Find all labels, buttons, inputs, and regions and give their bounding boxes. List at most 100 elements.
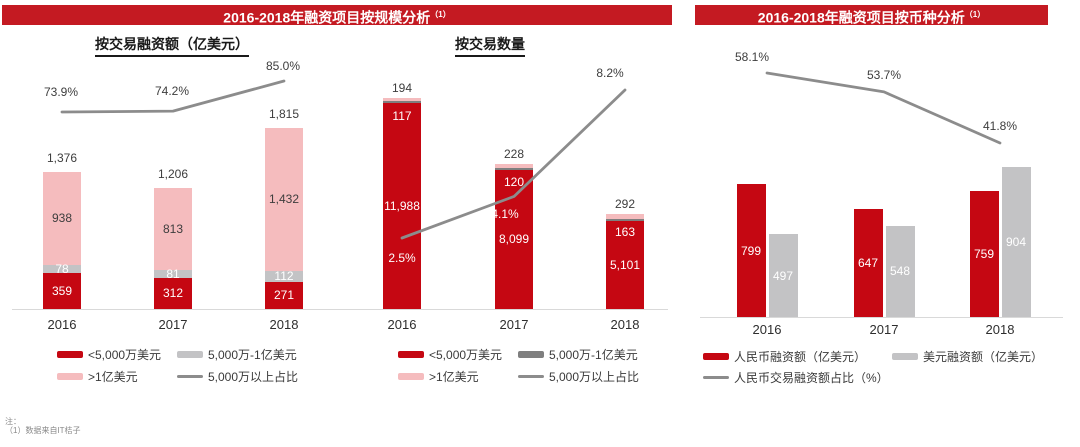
chart-subtitle-by-count: 按交易数量: [455, 34, 525, 57]
bar-segment-2: [383, 97, 421, 102]
data-label: 81: [166, 266, 180, 281]
data-label: 938: [51, 211, 73, 226]
line-percent-label: 8.2%: [596, 66, 624, 81]
legend-item: >1亿美元: [57, 368, 138, 385]
legend-label: 人民币融资额（亿美元）: [734, 350, 867, 364]
data-label: 78: [55, 262, 69, 277]
data-label: 312: [162, 286, 184, 301]
right-panel-title: 2016-2018年融资项目按币种分析: [757, 9, 965, 26]
category-label: 2018: [610, 317, 640, 332]
legend-swatch-gray-line-icon: [177, 375, 203, 378]
legend-swatch-pink-bar-icon: [398, 373, 424, 380]
trend-line: [765, 71, 1002, 145]
category-label: 2018: [269, 317, 299, 332]
legend-item: <5,000万美元: [398, 346, 502, 363]
legend-swatch-gray-line-icon: [703, 376, 729, 379]
data-label: 548: [889, 264, 911, 279]
data-label: 163: [614, 224, 636, 239]
bar-series-1: [768, 234, 798, 317]
chart-subtitle-by-amount: 按交易融资额（亿美元）: [95, 34, 249, 57]
category-label: 2018: [985, 322, 1015, 337]
legend-item: 5,000万-1亿美元: [177, 346, 297, 363]
data-label: 799: [740, 243, 762, 258]
line-percent-label: 74.2%: [154, 84, 190, 99]
legend-item: 5,000万以上占比: [177, 368, 298, 385]
bar-segment-2: [265, 127, 303, 271]
bar-segment-2: [154, 188, 192, 270]
left-panel-title-superscript: （1）: [430, 10, 451, 19]
legend-label: <5,000万美元: [88, 348, 162, 362]
data-label: 904: [1005, 234, 1027, 249]
data-label: 292: [614, 196, 636, 211]
category-label: 2016: [387, 317, 417, 332]
data-label: 117: [392, 108, 412, 123]
bar-series-1: [1001, 166, 1031, 317]
legend-label: 5,000万-1亿美元: [549, 348, 638, 362]
bar-segment-1: [606, 218, 644, 222]
data-label: 759: [973, 246, 995, 261]
legend-swatch-pink-bar-icon: [57, 373, 83, 380]
data-label: 11,988: [384, 199, 420, 214]
legend-swatch-red-bar-icon: [57, 351, 83, 358]
bar-segment-0: [265, 281, 303, 309]
legend-item: 人民币融资额（亿美元）: [703, 348, 866, 365]
bar-segment-1: [265, 270, 303, 282]
left-panel-header: 2016-2018年融资项目按规模分析（1）: [2, 5, 672, 26]
category-label: 2017: [158, 317, 188, 332]
footnote-label: 注：: [5, 417, 21, 426]
bar-segment-2: [43, 171, 81, 266]
data-label: 813: [162, 222, 184, 237]
category-label: 2016: [752, 322, 782, 337]
bar-series-0: [969, 190, 999, 317]
legend-label: 人民币交易融资额占比（%）: [734, 371, 889, 385]
legend-label: 5,000万以上占比: [549, 370, 640, 384]
total-label: 1,815: [268, 106, 300, 121]
line-percent-label: 4.1%: [491, 207, 519, 222]
line-percent-label: 73.9%: [43, 85, 79, 99]
bar-series-0: [853, 209, 883, 317]
legend-item: >1亿美元: [398, 368, 479, 385]
total-label: 1,206: [157, 167, 189, 182]
category-label: 2017: [499, 317, 529, 332]
legend-label: 5,000万-1亿美元: [208, 348, 297, 362]
legend-label: 美元融资额（亿美元）: [923, 350, 1044, 364]
legend-label: >1亿美元: [429, 370, 479, 384]
legend-swatch-red-bar-icon: [398, 351, 424, 358]
bar-segment-0: [154, 277, 192, 309]
category-label: 2016: [47, 317, 77, 332]
data-label: 497: [772, 268, 794, 283]
legend-item: 5,000万-1亿美元: [518, 346, 638, 363]
right-panel-title-superscript: （1）: [964, 10, 986, 19]
data-label: 8,099: [498, 232, 530, 247]
data-label: 228: [503, 146, 525, 161]
bar-segment-1: [383, 101, 421, 104]
line-percent-label: 2.5%: [388, 251, 416, 265]
bar-segment-1: [154, 269, 192, 278]
legend-swatch-lightgray-bar-icon: [892, 353, 918, 360]
category-label: 2017: [869, 322, 899, 337]
footnote: 注： （1）数据来自IT桔子: [5, 417, 81, 435]
bar-segment-2: [495, 163, 533, 168]
bar-series-0: [736, 184, 766, 317]
legend-swatch-gray-line-icon: [518, 375, 544, 378]
bar-segment-1: [495, 167, 533, 170]
legend-item: 5,000万以上占比: [518, 368, 639, 385]
line-percent-label: 53.7%: [866, 67, 902, 82]
bar-segment-1: [43, 265, 81, 274]
legend-label: >1亿美元: [88, 370, 138, 384]
data-label: 194: [391, 80, 413, 95]
legend-label: <5,000万美元: [429, 348, 503, 362]
data-label: 5,101: [609, 258, 641, 273]
data-label: 271: [273, 288, 295, 303]
legend-item: <5,000万美元: [57, 346, 161, 363]
legend-item: 美元融资额（亿美元）: [892, 348, 1043, 365]
legend-label: 5,000万以上占比: [208, 370, 299, 384]
line-percent-label: 85.0%: [265, 58, 301, 73]
x-axis-right-chart: [700, 317, 1063, 318]
legend-swatch-darkgray-bar-icon: [518, 351, 544, 358]
data-label: 359: [51, 284, 73, 299]
bar-segment-2: [606, 213, 644, 219]
data-label: 1,432: [268, 192, 300, 207]
total-label: 1,376: [46, 150, 78, 165]
